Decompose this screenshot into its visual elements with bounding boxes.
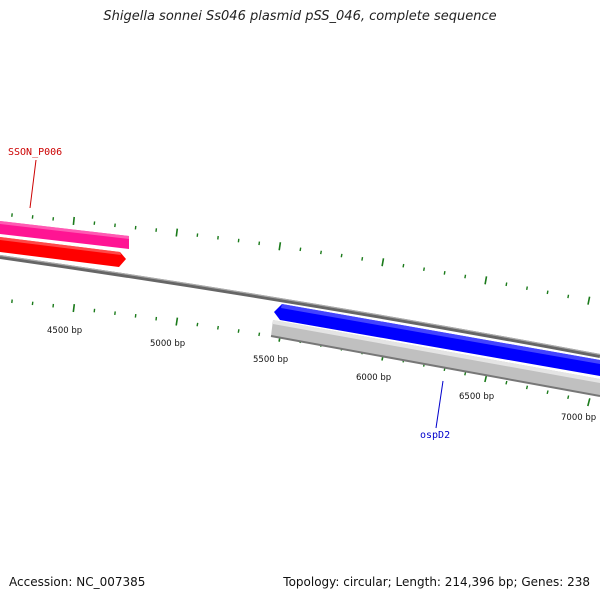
inner-tick [175,317,179,326]
outer-tick [320,250,322,255]
bp-label-5000: 5000 bp [150,339,185,349]
gene-red-arrow-shade [0,237,121,255]
outer-tick [299,247,302,252]
inner-tick [567,395,570,400]
gene-gray-arrow-shade [273,320,600,383]
inner-tick [258,332,261,337]
outer-tick [423,267,425,272]
inner-tick [196,322,199,327]
gene-red-arrow[interactable] [0,237,126,267]
gene-label-ospd2: ospD2 [420,430,450,441]
inner-tick [546,390,549,395]
inner-tick [72,303,76,313]
plasmid-backbone [0,255,600,358]
outer-tick [526,286,528,291]
gene-ospd2-arrow[interactable] [274,304,600,376]
inner-tick [587,398,591,407]
outer-tick [443,270,446,275]
outer-tick [381,258,385,267]
gene-gray-arrow-edge [270,335,600,397]
inner-tick [525,385,529,390]
outer-tick [464,274,467,279]
outer-tick [278,242,282,251]
gene-sson-p006-arrow-shade [0,221,129,239]
gene-label-sson-p006: SSON_P006 [8,147,62,158]
map-title: Shigella sonnei Ss046 plasmid pSS_046, c… [103,9,497,24]
ospd2-pointer [435,380,444,429]
outer-tick [72,216,75,225]
outer-tick [340,253,343,258]
outer-tick [587,296,591,305]
bp-label-4500: 4500 bp [47,326,82,336]
outer-tick-track [11,213,591,305]
outer-tick [361,256,364,261]
bp-label-5500: 5500 bp [253,355,288,365]
bp-label-6500: 6500 bp [459,392,494,402]
gene-ospd2-arrow-shade [281,304,600,364]
outer-tick [402,263,405,268]
outer-tick [505,282,508,287]
outer-tick [567,294,570,299]
inner-tick [237,329,240,333]
plasmid-backbone-highlight [0,254,600,356]
outer-tick [175,228,179,237]
gene-sson-p006-arrow[interactable] [0,221,129,249]
gene-gray-arrow[interactable] [271,320,600,396]
inner-tick [217,325,219,330]
outer-tick [484,276,488,285]
inner-tick [505,380,508,385]
accession-text: Accession: NC_007385 [9,575,146,589]
sson-p006-pointer [29,159,37,209]
bp-label-6000: 6000 bp [356,373,391,383]
outer-tick [546,290,549,295]
bp-label-7000: 7000 bp [561,413,596,423]
topology-summary: Topology: circular; Length: 214,396 bp; … [283,575,590,589]
